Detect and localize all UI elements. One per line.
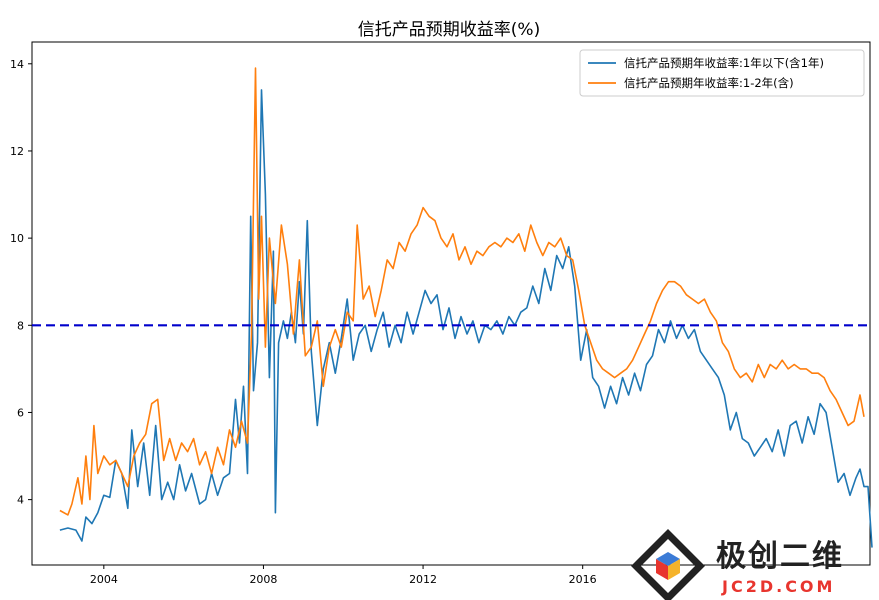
logo-diamond-icon [631,529,705,600]
logo-cube-left-icon [656,559,668,580]
logo-cube-right-icon [668,559,680,580]
series-line-1 [59,89,873,548]
x-tick-label: 2016 [569,573,597,586]
chart-title: 信托产品预期收益率(%) [358,20,540,40]
watermark-brand: 极创二维 [716,539,844,574]
y-tick-label: 12 [10,145,24,158]
x-tick-label: 2008 [249,573,277,586]
y-tick-label: 14 [10,58,24,71]
plot-frame [31,41,871,566]
watermark-url: JC2D.COM [721,577,835,596]
legend: 信托产品预期年收益率:1年以下(含1年) 信托产品预期年收益率:1-2年(含) [579,49,865,97]
y-tick-label: 10 [10,232,24,245]
legend-label: 信托产品预期年收益率:1-2年(含) [624,76,794,90]
y-tick-label: 4 [17,494,24,507]
x-tick-label: 2004 [90,573,118,586]
series-line-2 [59,67,865,516]
watermark: 极创二维 JC2D.COM [631,529,844,600]
y-tick-label: 8 [17,319,24,332]
plot-area: 2004 2008 2012 2016 4 6 8 10 12 14 [10,41,871,586]
legend-label: 信托产品预期年收益率:1年以下(含1年) [624,56,824,70]
series-lines [59,67,873,548]
y-tick-label: 6 [17,406,24,419]
legend-box [579,49,865,97]
x-tick-label: 2012 [409,573,437,586]
